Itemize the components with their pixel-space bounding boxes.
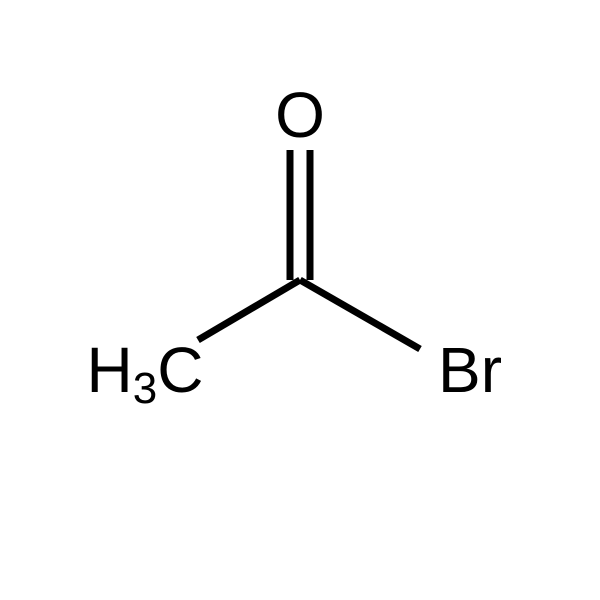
atom-label-C1: H3C [87,334,204,413]
atom-label-O: O [275,79,325,151]
molecule-diagram: H3C O Br [0,0,600,600]
bond-C1-C2 [198,280,300,340]
bond-C2-Br [300,280,420,349]
atom-label-Br: Br [438,334,502,406]
